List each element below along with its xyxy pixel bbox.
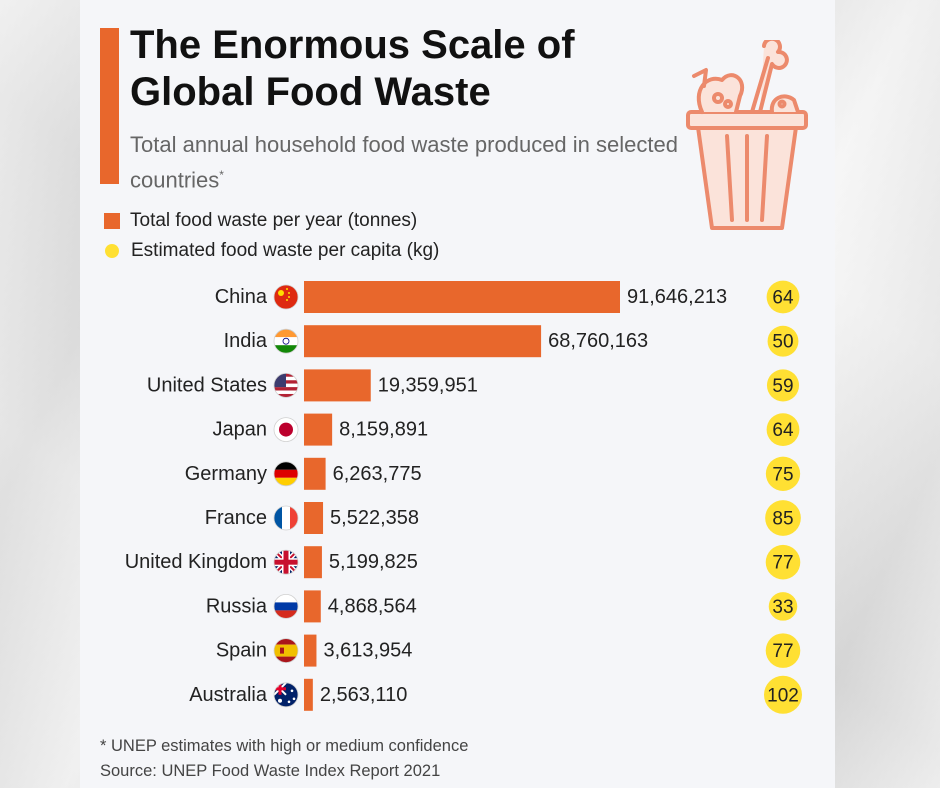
footnote: * UNEP estimates with high or medium con…: [100, 734, 468, 784]
category-label-india: India: [224, 330, 268, 352]
per-capita-label-india: 50: [772, 332, 793, 353]
category-label-united-kingdom: United Kingdom: [125, 551, 267, 573]
per-capita-bubble-united-states: [766, 369, 800, 402]
per-capita-label-russia: 33: [772, 597, 793, 618]
per-capita-label-france: 85: [772, 509, 793, 530]
category-label-spain: Spain: [216, 640, 267, 662]
per-capita-label-germany: 75: [772, 464, 793, 485]
flag-australia-icon: [273, 682, 299, 708]
flag-india-icon: [273, 328, 299, 354]
flag-china-icon: [273, 284, 299, 310]
category-label-united-states: United States: [147, 374, 267, 396]
value-label-spain: 3,613,954: [323, 640, 412, 662]
food-waste-bucket-icon: [686, 40, 808, 230]
page-subtitle: Total annual household food waste produc…: [130, 130, 690, 195]
per-capita-bubble-germany: [765, 456, 801, 491]
per-capita-label-china: 64: [772, 288, 794, 309]
flag-united-states-icon: [273, 372, 299, 398]
per-capita-label-united-kingdom: 77: [772, 553, 793, 574]
per-capita-bubble-france: [765, 500, 801, 536]
value-label-japan: 8,159,891: [339, 419, 428, 441]
value-label-russia: 4,868,564: [328, 595, 417, 617]
title-accent-bar: [100, 28, 119, 184]
per-capita-bubble-russia: [768, 592, 798, 621]
per-capita-bubble-australia: [764, 675, 802, 714]
flag-france-icon: [273, 505, 299, 531]
bar-india: [304, 325, 542, 358]
bar-united-kingdom: [304, 546, 322, 579]
bar-spain: [304, 634, 317, 667]
category-label-japan: Japan: [213, 419, 268, 441]
flag-united-kingdom-icon: [273, 549, 299, 575]
legend-item-total: Total food waste per year (tonnes): [100, 206, 439, 236]
legend-label-per-capita: Estimated food waste per capita (kg): [131, 240, 440, 261]
subtitle-text: Total annual household food waste produc…: [130, 132, 678, 193]
category-label-china: China: [215, 286, 268, 308]
value-label-australia: 2,563,110: [320, 684, 408, 706]
bar-japan: [304, 413, 333, 446]
source-line: Source: UNEP Food Waste Index Report 202…: [100, 762, 441, 780]
legend-swatch-per-capita: [105, 244, 119, 258]
per-capita-bubble-india: [767, 325, 799, 357]
value-label-france: 5,522,358: [330, 507, 419, 529]
per-capita-bubble-china: [766, 280, 800, 314]
category-label-australia: Australia: [189, 684, 268, 706]
bar-australia: [304, 678, 313, 711]
value-label-united-kingdom: 5,199,825: [329, 551, 418, 573]
value-label-germany: 6,263,775: [333, 463, 422, 485]
bar-china: [304, 281, 620, 313]
value-label-china: 91,646,213: [627, 286, 727, 308]
flag-germany-icon: [273, 461, 299, 487]
footnote-confidence: * UNEP estimates with high or medium con…: [100, 737, 469, 755]
per-capita-label-spain: 77: [772, 641, 793, 662]
per-capita-bubble-japan: [766, 413, 800, 446]
flag-russia-icon: [273, 594, 299, 619]
per-capita-label-united-states: 59: [772, 376, 793, 397]
bar-germany: [304, 457, 326, 490]
legend-item-per-capita: Estimated food waste per capita (kg): [100, 236, 439, 266]
legend-label-total: Total food waste per year (tonnes): [130, 210, 418, 231]
per-capita-label-japan: 64: [772, 420, 794, 441]
legend-swatch-total: [104, 213, 120, 229]
per-capita-bubble-spain: [765, 633, 801, 668]
bar-russia: [304, 590, 321, 623]
page-title: The Enormous Scale of Global Food Waste: [130, 23, 575, 114]
per-capita-bubble-united-kingdom: [765, 544, 801, 580]
category-label-france: France: [205, 507, 267, 529]
legend: Total food waste per year (tonnes) Estim…: [100, 206, 439, 266]
per-capita-label-australia: 102: [767, 685, 799, 706]
category-label-russia: Russia: [206, 595, 268, 617]
category-label-germany: Germany: [185, 463, 267, 485]
subtitle-footnote-mark: *: [219, 168, 224, 182]
flag-spain-icon: [273, 638, 299, 663]
flag-japan-icon: [273, 417, 299, 443]
bar-france: [304, 502, 324, 534]
value-label-united-states: 19,359,951: [378, 374, 478, 396]
bar-united-states: [304, 369, 371, 402]
value-label-india: 68,760,163: [548, 330, 648, 352]
